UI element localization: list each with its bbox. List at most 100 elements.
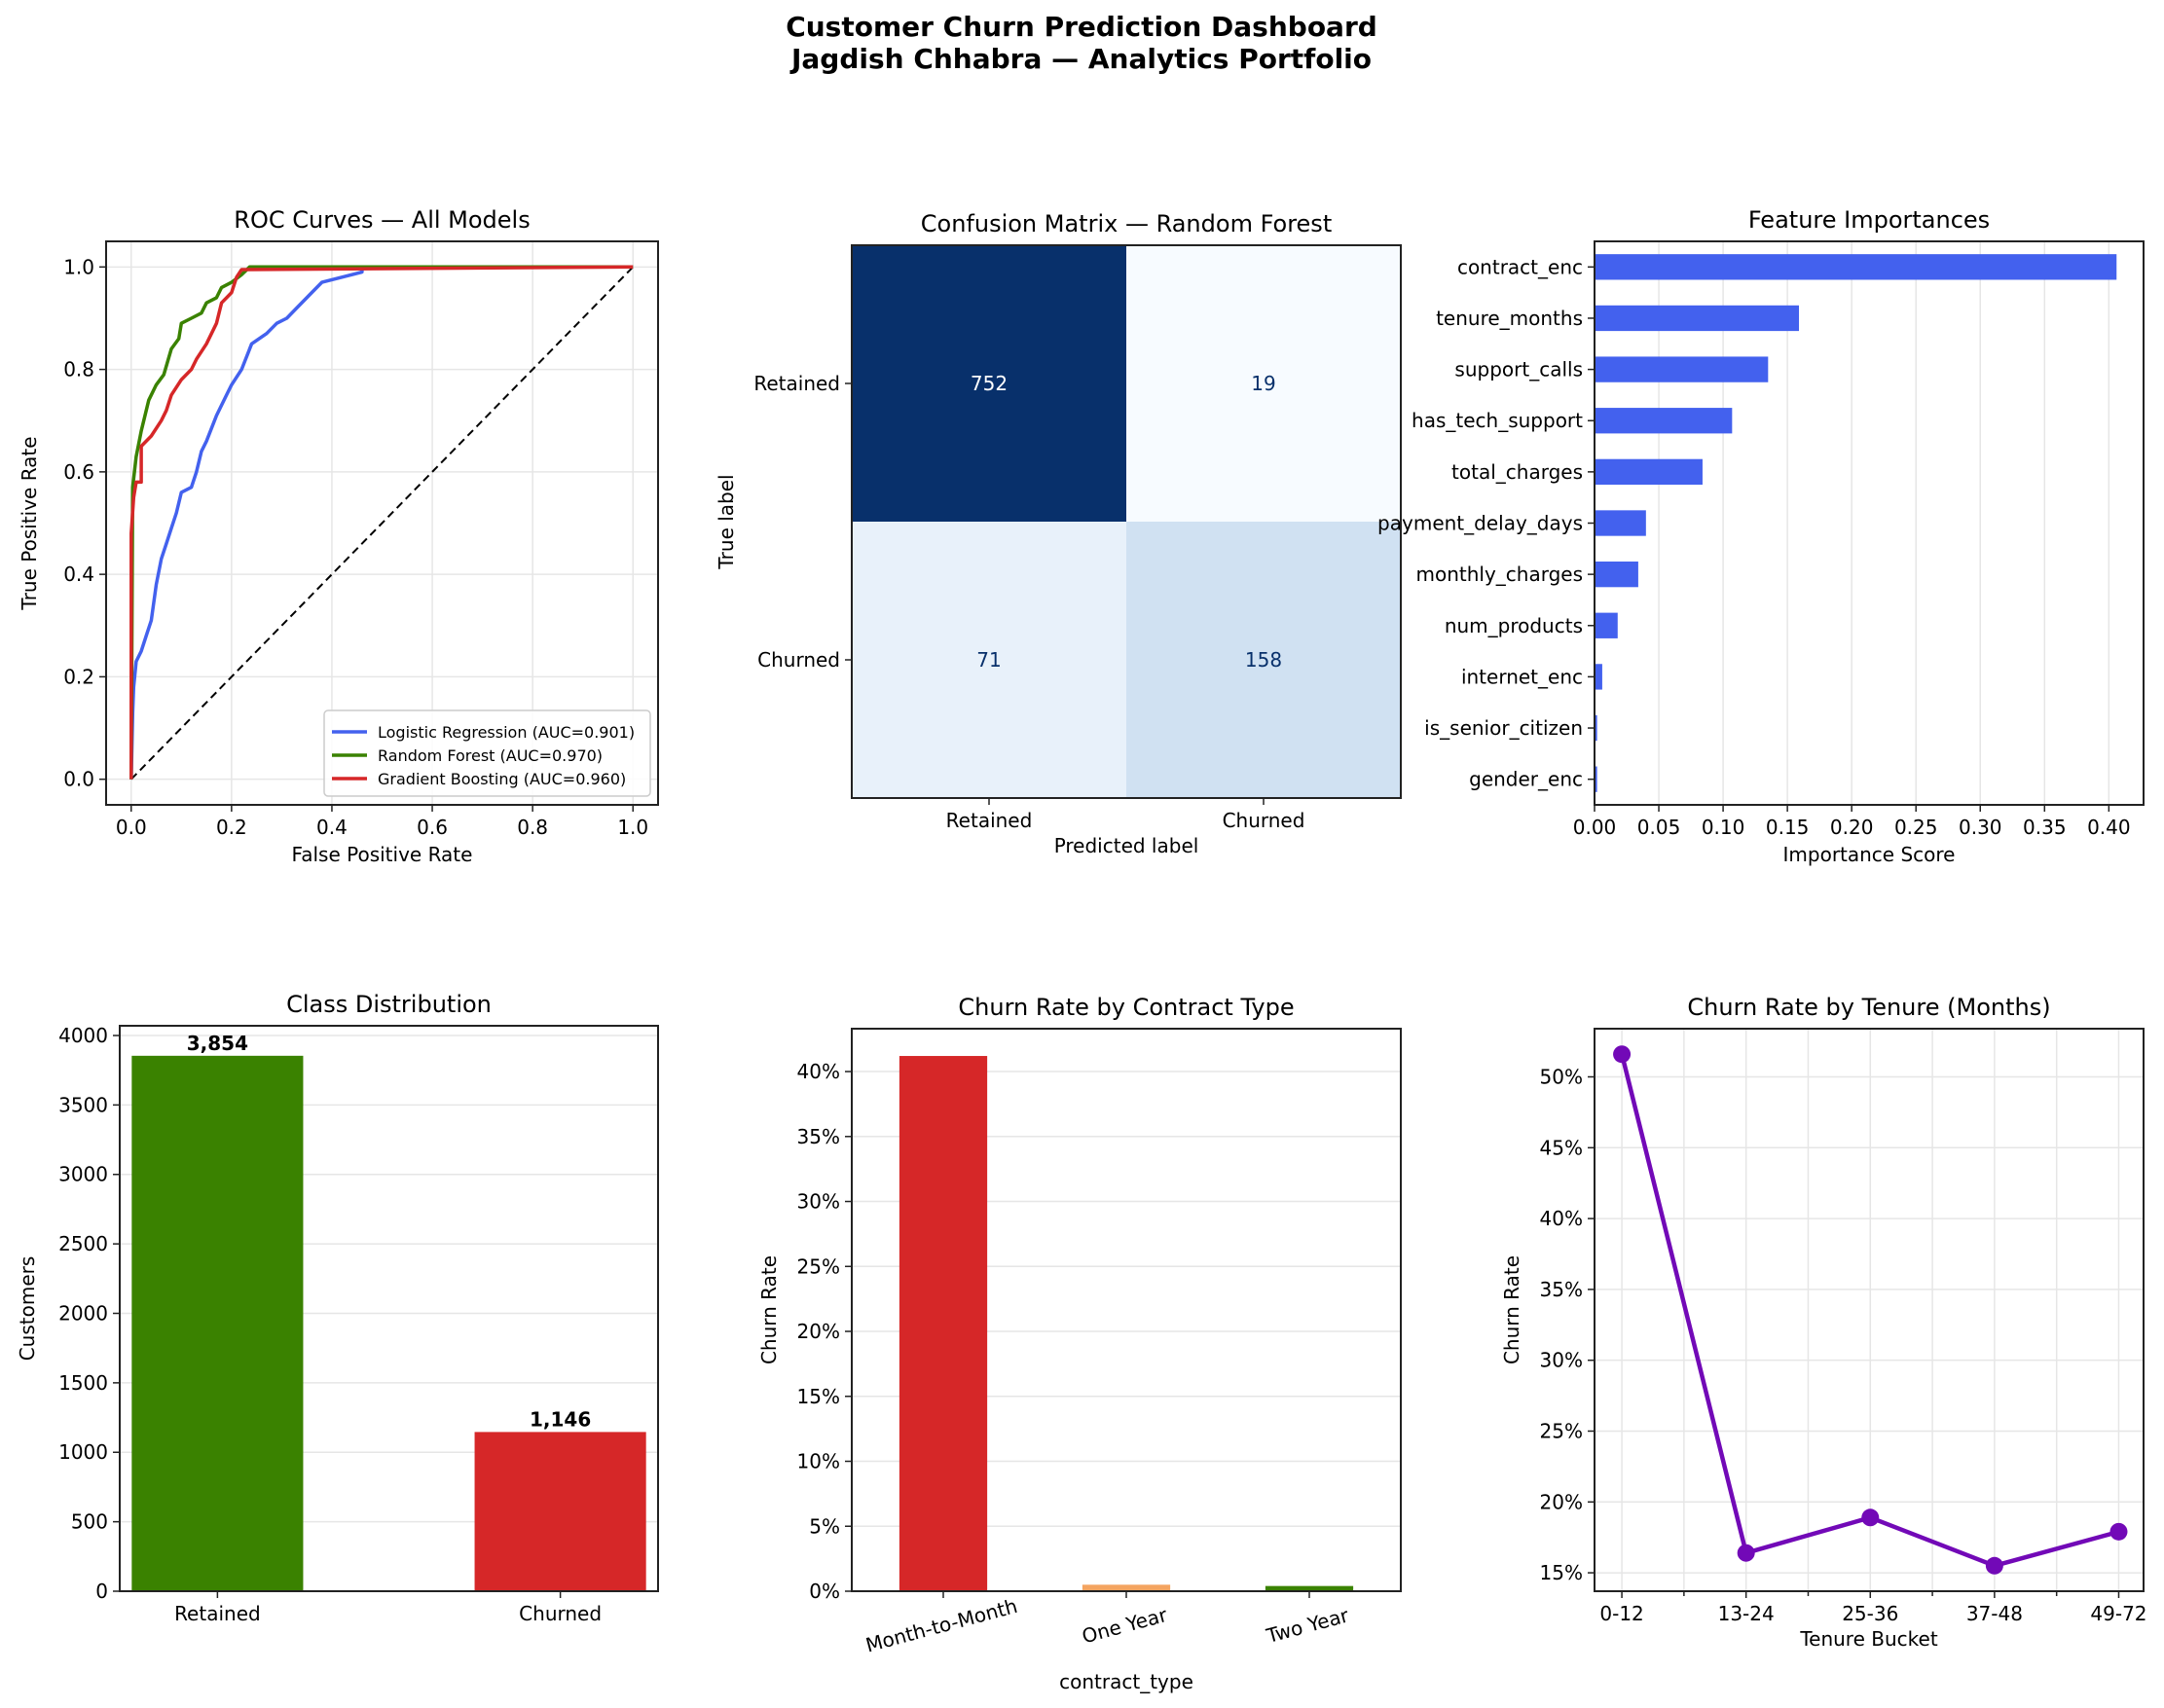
y-tick-label: 3000 bbox=[58, 1163, 108, 1186]
y-tick-label: 1.0 bbox=[63, 255, 94, 278]
importance-bar bbox=[1595, 664, 1602, 690]
y-tick-label: 0.2 bbox=[63, 665, 94, 688]
y-tick-label: 40% bbox=[1540, 1207, 1583, 1230]
data-point-49-72 bbox=[2109, 1522, 2128, 1541]
roc-line-1 bbox=[129, 265, 634, 780]
chart-importance: 0.00 0.05 0.10 0.15 0.20 0.25 0.30 0.35 0.40 cont… bbox=[1377, 206, 2145, 866]
chart-title: Churn Rate by Tenure (Months) bbox=[1687, 994, 2050, 1021]
x-tick-label: 0.2 bbox=[216, 816, 247, 839]
roc-line-0 bbox=[129, 265, 634, 780]
y-tick-label: 0 bbox=[95, 1580, 108, 1603]
chart-contract: 0%5%10%15%20%25%30%35%40%Month-to-Month O… bbox=[757, 994, 1402, 1693]
y-tick-label: num_products bbox=[1445, 614, 1583, 637]
chart-roc: 0.0 0.2 0.4 0.6 0.8 1.0 0.0 0.2 0.4 0.6 0.8 1.0 Logi… bbox=[18, 206, 659, 866]
y-tick-label: 15% bbox=[797, 1385, 840, 1408]
diagonal-reference-line bbox=[130, 266, 634, 781]
chart-class_dist: 0 500 1000 1500 2000 2500 3000 3500 4000 Retained… bbox=[16, 991, 659, 1625]
cell-value: 752 bbox=[971, 372, 1008, 395]
suptitle-line1: Customer Churn Prediction Dashboard bbox=[786, 11, 1377, 43]
chart-title: ROC Curves — All Models bbox=[234, 206, 530, 234]
x-tick-label: 25-36 bbox=[1842, 1602, 1898, 1625]
bar-value-label: 3,854 bbox=[187, 1032, 248, 1055]
y-axis-label: True label bbox=[715, 474, 738, 569]
chart-title: Churn Rate by Contract Type bbox=[958, 994, 1294, 1021]
chart-confusion: 752 19 71 158 Retained Retained Churned Churned… bbox=[715, 210, 1402, 857]
legend-box bbox=[323, 709, 651, 797]
y-tick-label: 0.8 bbox=[63, 358, 94, 382]
chart-title: Feature Importances bbox=[1748, 206, 1990, 234]
x-tick-label: 1.0 bbox=[617, 816, 648, 839]
x-axis-label: Importance Score bbox=[1783, 843, 1956, 866]
y-tick-label: support_calls bbox=[1454, 358, 1583, 382]
cell-value: 158 bbox=[1245, 648, 1282, 672]
x-tick-label: 13-24 bbox=[1718, 1602, 1775, 1625]
legend-entry: Random Forest (AUC=0.970) bbox=[378, 746, 603, 765]
y-tick-label: contract_enc bbox=[1457, 255, 1583, 278]
chart-tenure: 15% 20% 25% 30% 35% 40% 45% 50% 0-12 13-24 25-36 37… bbox=[1500, 994, 2147, 1651]
x-tick-label: 37-48 bbox=[1966, 1602, 2023, 1625]
importance-bar bbox=[1595, 714, 1597, 742]
y-tick-label: 50% bbox=[1540, 1066, 1583, 1089]
legend-entry: Gradient Boosting (AUC=0.960) bbox=[378, 770, 626, 788]
x-tick-label: 0.0 bbox=[116, 816, 147, 839]
bar bbox=[131, 1055, 304, 1591]
y-tick-label: 0.6 bbox=[63, 460, 94, 484]
x-tick-label: Retained bbox=[174, 1602, 261, 1625]
matrix-cell bbox=[852, 245, 1126, 522]
y-tick-label: 500 bbox=[71, 1510, 108, 1534]
cell-value: 71 bbox=[976, 648, 1001, 672]
importance-bar bbox=[1595, 254, 2117, 280]
x-axis-label: Tenure Bucket bbox=[1799, 1627, 1937, 1651]
importance-bar bbox=[1595, 305, 1800, 332]
y-tick-label: is_senior_citizen bbox=[1424, 716, 1583, 740]
x-axis-label: False Positive Rate bbox=[292, 843, 473, 866]
bar bbox=[899, 1056, 988, 1591]
x-tick-label: 0.05 bbox=[1637, 816, 1681, 839]
y-tick-label: 0.0 bbox=[63, 768, 94, 791]
y-tick-label: 3500 bbox=[58, 1093, 108, 1116]
axes-frame bbox=[119, 1025, 659, 1592]
matrix-cell bbox=[1126, 522, 1401, 798]
x-tick-label: Churned bbox=[519, 1602, 602, 1625]
axes-frame bbox=[1594, 1028, 2145, 1592]
x-tick-label: 49-72 bbox=[2090, 1602, 2146, 1625]
y-tick-label: 1000 bbox=[58, 1440, 108, 1464]
y-tick-label: 1500 bbox=[58, 1371, 108, 1395]
data-point-0-12 bbox=[1613, 1045, 1632, 1064]
bar bbox=[1265, 1585, 1354, 1591]
bar bbox=[474, 1432, 646, 1591]
legend-entry: Logistic Regression (AUC=0.901) bbox=[378, 723, 635, 742]
x-tick-label: 0.4 bbox=[316, 816, 348, 839]
y-tick-label: 10% bbox=[797, 1450, 840, 1473]
importance-bar bbox=[1595, 612, 1618, 638]
x-tick-label: Retained bbox=[946, 809, 1033, 832]
y-tick-label: 40% bbox=[797, 1060, 840, 1083]
matrix-cell bbox=[852, 522, 1126, 798]
y-tick-label: 25% bbox=[1540, 1419, 1583, 1442]
axes-frame bbox=[851, 244, 1402, 799]
x-tick-label: 0.8 bbox=[517, 816, 548, 839]
importance-bar bbox=[1595, 408, 1733, 434]
y-tick-label: 15% bbox=[1540, 1561, 1583, 1584]
data-point-13-24 bbox=[1737, 1544, 1755, 1562]
y-tick-label: Retained bbox=[753, 372, 840, 395]
x-tick-label: 0.00 bbox=[1573, 816, 1617, 839]
importance-bar bbox=[1595, 356, 1769, 382]
data-point-37-48 bbox=[1985, 1556, 2003, 1575]
x-tick-label: Churned bbox=[1223, 809, 1305, 832]
y-tick-label: gender_enc bbox=[1469, 768, 1583, 791]
y-tick-label: 0.4 bbox=[63, 563, 94, 586]
y-tick-label: 20% bbox=[1540, 1490, 1583, 1513]
x-tick-label: 0.30 bbox=[1959, 816, 2002, 839]
y-tick-label: 45% bbox=[1540, 1136, 1583, 1159]
x-axis-label: Predicted label bbox=[1054, 834, 1199, 857]
y-axis-label: Churn Rate bbox=[757, 1255, 781, 1364]
x-tick-label: 0.35 bbox=[2023, 816, 2067, 839]
y-tick-label: tenure_months bbox=[1436, 307, 1583, 330]
y-tick-label: 5% bbox=[809, 1514, 840, 1538]
chart-title: Confusion Matrix — Random Forest bbox=[921, 210, 1332, 237]
importance-bar bbox=[1595, 561, 1638, 588]
y-tick-label: 25% bbox=[797, 1254, 840, 1278]
x-tick-label: 0.40 bbox=[2087, 816, 2131, 839]
